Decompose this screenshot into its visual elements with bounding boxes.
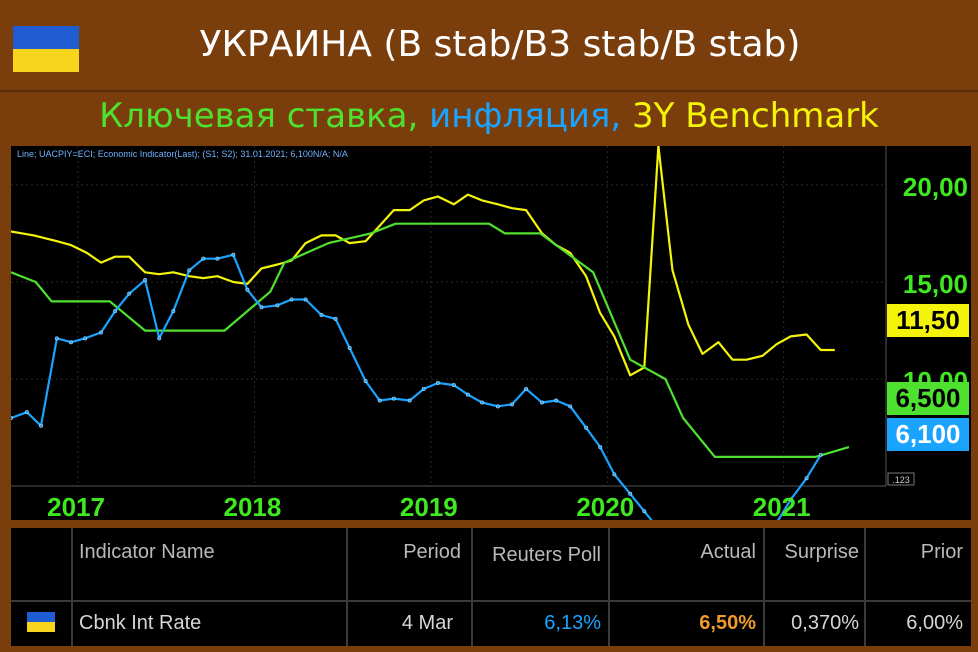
cpi-point (83, 336, 88, 341)
cpi-point (319, 313, 324, 318)
last-value-box-bench (887, 304, 969, 337)
cpi-point (245, 287, 250, 292)
header-actual: Actual (700, 541, 756, 563)
series-line-cpi (11, 253, 822, 520)
cpi-point (187, 268, 192, 273)
header: УКРАИНА (B stab/B3 stab/B stab) (0, 0, 978, 92)
x-tick-label: 2018 (224, 492, 282, 520)
cpi-point (788, 497, 793, 502)
cpi-point (377, 398, 382, 403)
row-prior: 6,00% (906, 612, 963, 634)
subtitle-inflation: инфляция, (429, 96, 632, 136)
cpi-point (275, 303, 280, 308)
row-surprise: 0,370% (791, 612, 859, 634)
x-tick-label: 2020 (576, 492, 634, 520)
cpi-point (642, 509, 647, 514)
cpi-point (231, 252, 236, 257)
cpi-point (598, 445, 603, 450)
header-divider (0, 90, 978, 92)
cpi-point (289, 297, 294, 302)
cpi-point (157, 336, 162, 341)
cpi-point (407, 398, 412, 403)
cpi-point (303, 297, 308, 302)
cpi-point (347, 346, 352, 351)
last-value-label-bench: 11,50 (896, 305, 960, 335)
ukraine-flag-icon (13, 26, 79, 72)
cpi-point (127, 291, 132, 296)
cpi-point (201, 256, 206, 261)
cpi-point (333, 316, 338, 321)
cpi-point (584, 425, 589, 430)
last-value-label-rate: 6,500 (895, 383, 960, 413)
header-period: Period (403, 541, 461, 563)
table-divider (11, 600, 971, 602)
cpi-point (171, 309, 176, 314)
row-indicator: Cbnk Int Rate (79, 612, 202, 634)
row-actual: 6,50% (699, 612, 756, 634)
cpi-point (215, 256, 220, 261)
chart-area: 20,00 15,00 10,00 2017 2018 2019 2020 2021 11,50… (11, 146, 971, 520)
cpi-point (98, 330, 103, 335)
row-reuters-poll: 6,13% (544, 612, 601, 634)
cpi-point (451, 382, 456, 387)
scale-box (887, 472, 915, 486)
indicator-table: Indicator Name Period Reuters Poll Actua… (11, 528, 971, 646)
cpi-point (391, 396, 396, 401)
cpi-point (495, 404, 500, 409)
header-indicator-name: Indicator Name (79, 541, 215, 563)
scale-label: .123 (892, 475, 910, 485)
cpi-point (480, 400, 485, 405)
cpi-point (68, 340, 73, 345)
cpi-point (568, 404, 573, 409)
cpi-point (804, 476, 809, 481)
cpi-point (11, 416, 13, 420)
cpi-point (554, 398, 559, 403)
cpi-point (465, 392, 470, 397)
cpi-point (363, 379, 368, 384)
cpi-point (524, 386, 529, 391)
cpi-point (38, 423, 43, 428)
cpi-point (612, 472, 617, 477)
cpi-point (259, 305, 264, 310)
subtitle-benchmark: 3Y Benchmark (632, 96, 879, 136)
cpi-point (435, 381, 440, 386)
cpi-point (24, 410, 29, 415)
cpi-point (818, 452, 823, 457)
cpi-point (539, 400, 544, 405)
subtitle-rate: Ключевая ставка, (99, 96, 430, 136)
series-line-rate (11, 222, 850, 458)
cpi-point (628, 491, 633, 496)
chart-legend-text: Line; UACPIY=ECI; Economic Indicator(Las… (17, 149, 348, 159)
header-prior: Prior (920, 541, 963, 563)
header-reuters-poll: Reuters Poll (492, 544, 601, 566)
page-title: УКРАИНА (B stab/B3 stab/B stab) (199, 24, 801, 65)
cpi-point (421, 386, 426, 391)
last-value-box-rate (887, 382, 969, 415)
last-value-box-cpi (887, 418, 969, 451)
last-value-label-cpi: 6,100 (895, 419, 960, 449)
x-tick-label: 2021 (753, 492, 811, 520)
y-tick-label: 20,00 (903, 172, 968, 202)
y-tick-label: 15,00 (903, 269, 968, 299)
x-tick-label: 2017 (47, 492, 105, 520)
cpi-point (54, 336, 59, 341)
series-line-bench (11, 146, 835, 377)
header-surprise: Surprise (784, 541, 859, 563)
cpi-point (113, 309, 118, 314)
row-period: 4 Mar (401, 612, 453, 634)
cpi-point (510, 402, 515, 407)
cpi-point (143, 278, 148, 283)
ukraine-flag-icon (27, 612, 55, 632)
chart-subtitle: Ключевая ставка, инфляция, 3Y Benchmark (0, 96, 978, 136)
x-tick-label: 2019 (400, 492, 458, 520)
